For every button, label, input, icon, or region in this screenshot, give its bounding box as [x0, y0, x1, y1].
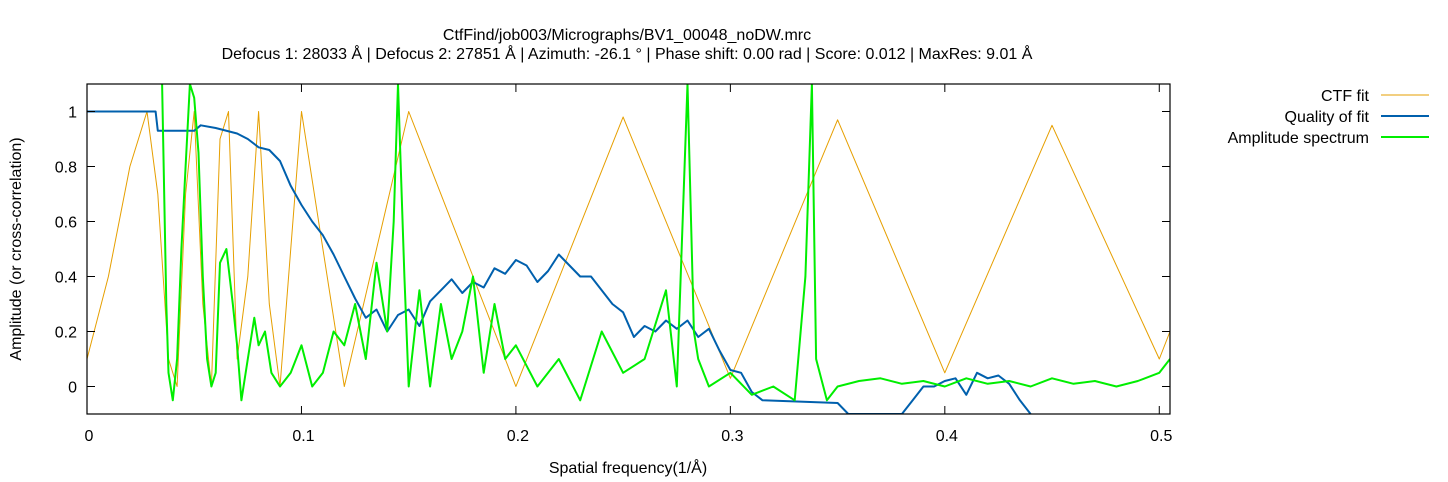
series-line-quality-of-fit — [87, 110, 1032, 414]
legend: CTF fit Quality of fit Amplitude spectrum — [1228, 88, 1429, 147]
x-tick-label: 0.3 — [721, 428, 743, 445]
y-axis-label: Amplitude (or cross-correlation) — [8, 137, 25, 360]
x-axis-label: Spatial frequency(1/Å) — [549, 458, 707, 477]
chart-subtitle: Defocus 1: 28033 Å | Defocus 2: 27851 Å … — [222, 44, 1033, 63]
legend-label: Quality of fit — [1285, 109, 1370, 126]
chart-title: CtfFind/job003/Micrographs/BV1_00048_noD… — [443, 27, 811, 44]
plot-frame — [86, 83, 1171, 415]
x-tick-label: 0.1 — [292, 428, 314, 445]
legend-label: CTF fit — [1321, 88, 1370, 105]
y-tick-label: 0.6 — [55, 215, 77, 232]
series-line-amplitude-spectrum — [161, 84, 1170, 402]
y-tick-label: 0 — [68, 380, 77, 397]
y-tick-label: 1 — [68, 105, 77, 122]
x-tick-label: 0 — [85, 428, 94, 445]
legend-label: Amplitude spectrum — [1228, 130, 1369, 147]
y-tick-label: 0.4 — [55, 270, 77, 287]
x-tick-label: 0.4 — [936, 428, 958, 445]
series-line-ctf-fit — [87, 111, 1170, 387]
y-tick-label: 0.2 — [55, 325, 77, 342]
x-tick-label: 0.2 — [507, 428, 529, 445]
x-tick-label: 0.5 — [1150, 428, 1172, 445]
y-tick-label: 0.8 — [55, 160, 77, 177]
